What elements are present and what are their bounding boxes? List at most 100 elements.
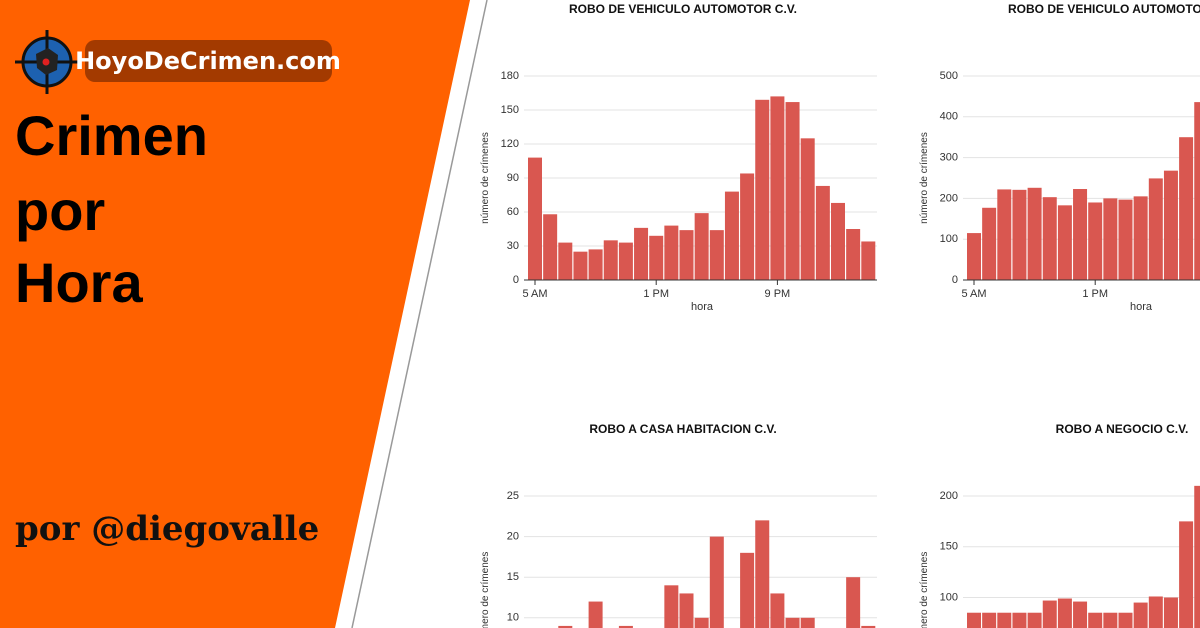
y-tick-label: 20 (507, 531, 519, 543)
y-tick-label: 200 (940, 192, 958, 204)
bar (694, 617, 709, 628)
y-tick-label: 300 (940, 152, 958, 164)
y-axis-label: número de crímenes (480, 132, 491, 224)
bar (1027, 612, 1042, 628)
bar (724, 191, 739, 280)
bar (831, 202, 845, 280)
bar (1148, 596, 1163, 628)
x-tick-label: 5 AM (522, 288, 547, 300)
y-tick-label: 180 (501, 70, 519, 82)
chart: ROBO A CASA HABITACION C.V. 10 15 20 25 númer… (480, 422, 877, 628)
bar (1012, 612, 1027, 628)
chart: ROBO DE VEHICULO AUTOMOTOR C.V. 0 100 200 30… (919, 2, 1200, 313)
chart: ROBO A NEGOCIO C.V. 100 150 200 número de cr… (919, 422, 1200, 628)
bar (1163, 170, 1178, 280)
bar (1133, 602, 1148, 628)
bar (1042, 197, 1057, 280)
y-axis-label: número de crímenes (919, 132, 930, 224)
y-tick-label: 100 (940, 591, 958, 603)
y-tick-label: 120 (501, 138, 519, 150)
y-tick-label: 0 (513, 274, 519, 286)
logo-pill (85, 40, 332, 82)
bar (800, 138, 815, 280)
bar (982, 207, 997, 280)
bar (679, 230, 694, 280)
bar (997, 189, 1012, 280)
bar (861, 625, 876, 628)
bar (679, 593, 694, 628)
title-line: por (15, 179, 105, 242)
bar (740, 173, 755, 280)
chart: ROBO DE VEHICULO AUTOMOTOR C.V. 0 30 60 90 12… (480, 2, 877, 313)
bar (1194, 102, 1200, 280)
bar (618, 242, 633, 280)
bar (664, 225, 679, 280)
bar (588, 601, 603, 628)
bar (1163, 597, 1178, 628)
charts: ROBO DE VEHICULO AUTOMOTOR C.V. 0 30 60 90 12… (480, 2, 1200, 628)
bar (800, 617, 815, 628)
bar (1118, 612, 1133, 628)
chart-title: ROBO DE VEHICULO AUTOMOTOR C.V. (569, 2, 797, 16)
bar (770, 593, 785, 628)
y-tick-label: 15 (507, 571, 519, 583)
x-axis-label: hora (691, 301, 714, 313)
orange-panel (0, 0, 470, 628)
y-tick-label: 150 (501, 104, 519, 116)
bar (1027, 187, 1042, 280)
bar (664, 585, 679, 628)
y-tick-label: 100 (940, 233, 958, 245)
bar (1133, 196, 1148, 280)
byline: por @diegovalle (15, 509, 319, 549)
y-tick-label: 500 (940, 70, 958, 82)
bar (967, 233, 981, 280)
bar (1057, 205, 1072, 280)
bar (1148, 178, 1163, 280)
bar (558, 625, 573, 628)
y-axis-label: número de crímenes (919, 552, 930, 628)
y-tick-label: 90 (507, 172, 519, 184)
bar (846, 577, 861, 628)
y-tick-label: 25 (507, 490, 519, 502)
y-tick-label: 10 (507, 612, 519, 624)
title-line: Hora (15, 251, 143, 314)
divider (351, 0, 488, 628)
bar (573, 251, 588, 280)
bar (815, 185, 830, 280)
bar (1042, 600, 1057, 628)
bar (967, 612, 981, 628)
chart-title: ROBO DE VEHICULO AUTOMOTOR C.V. (1008, 2, 1200, 16)
bar (982, 612, 997, 628)
chart-title: ROBO A CASA HABITACION C.V. (589, 422, 776, 436)
y-tick-label: 60 (507, 206, 519, 218)
bar (1103, 198, 1118, 280)
y-tick-label: 30 (507, 240, 519, 252)
bar (1073, 189, 1088, 280)
bar (740, 552, 755, 628)
bar (1088, 202, 1103, 280)
bar (528, 157, 542, 280)
bar (1057, 598, 1072, 628)
bar (755, 99, 770, 280)
x-axis-label: hora (1130, 301, 1153, 313)
bar (846, 229, 861, 280)
bar (709, 230, 724, 280)
bar (997, 612, 1012, 628)
chart-title: ROBO A NEGOCIO C.V. (1056, 422, 1189, 436)
bar (1012, 189, 1027, 280)
x-tick-label: 5 AM (961, 288, 986, 300)
bar (634, 227, 649, 280)
logo-text: HoyoDeCrimen.com (75, 47, 341, 75)
bar (694, 213, 709, 280)
y-tick-label: 0 (952, 274, 958, 286)
bar (1118, 199, 1133, 280)
bar (1073, 601, 1088, 628)
bar (1088, 612, 1103, 628)
bar (558, 242, 573, 280)
bar (861, 241, 876, 280)
bar (588, 249, 603, 280)
bar (1179, 521, 1194, 628)
y-tick-label: 400 (940, 111, 958, 123)
bar (785, 102, 800, 280)
